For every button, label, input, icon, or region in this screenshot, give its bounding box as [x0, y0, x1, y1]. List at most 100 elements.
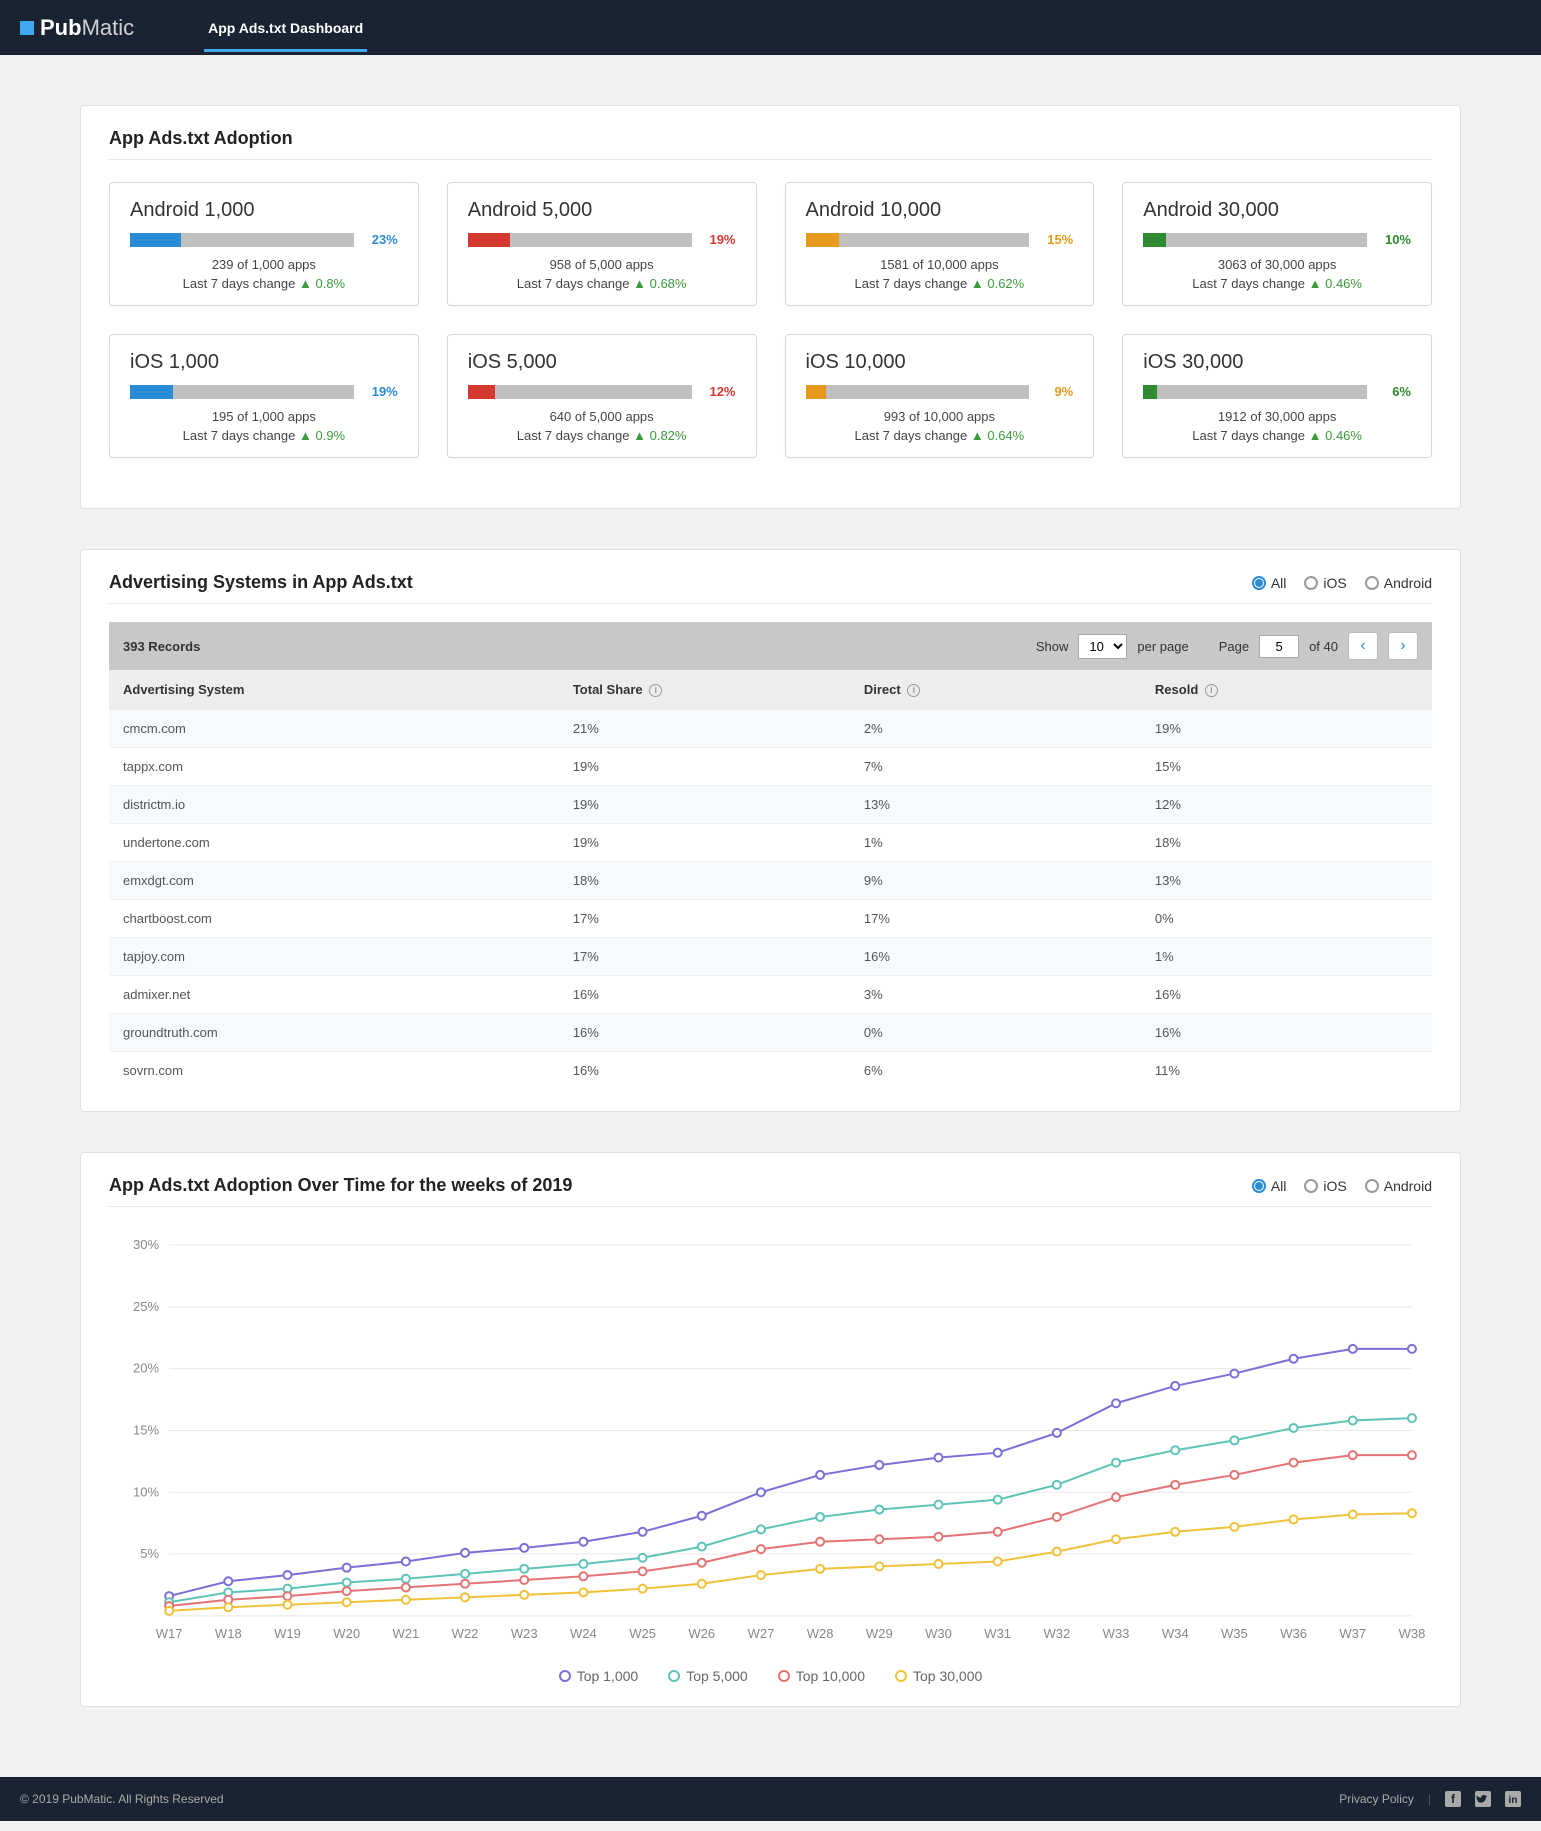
filter-ios[interactable]: iOS [1304, 1178, 1346, 1194]
svg-text:25%: 25% [133, 1299, 159, 1314]
overtime-title: App Ads.txt Adoption Over Time for the w… [109, 1175, 572, 1196]
adoption-line-chart: 5%10%15%20%25%30%W17W18W19W20W21W22W23W2… [109, 1235, 1432, 1656]
card-title: Android 10,000 [806, 199, 1074, 222]
table-cell: 19% [1141, 710, 1432, 748]
adoption-card: iOS 1,00019%195 of 1,000 appsLast 7 days… [109, 334, 419, 458]
svg-text:15%: 15% [133, 1423, 159, 1438]
svg-text:W32: W32 [1043, 1626, 1070, 1641]
legend-item[interactable]: Top 1,000 [559, 1668, 639, 1684]
legend-item[interactable]: Top 30,000 [895, 1668, 982, 1684]
overtime-filter-group: All iOS Android [1252, 1178, 1432, 1194]
progress-bar [1143, 233, 1367, 247]
table-cell: 0% [850, 1014, 1141, 1052]
per-page-select[interactable]: 10 [1078, 634, 1127, 659]
progress-bar [468, 233, 692, 247]
systems-filter-group: All iOS Android [1252, 575, 1432, 591]
table-cell: sovrn.com [109, 1052, 559, 1090]
svg-text:in: in [1509, 1795, 1518, 1806]
table-cell: 13% [1141, 862, 1432, 900]
filter-all[interactable]: All [1252, 575, 1287, 591]
table-cell: 13% [850, 786, 1141, 824]
table-cell: 6% [850, 1052, 1141, 1090]
svg-text:W38: W38 [1399, 1626, 1426, 1641]
table-header[interactable]: Resold i [1141, 670, 1432, 710]
progress-bar [130, 233, 354, 247]
systems-table: Advertising SystemTotal Share iDirect iR… [109, 670, 1432, 1089]
table-cell: 12% [1141, 786, 1432, 824]
table-cell: 19% [559, 748, 850, 786]
privacy-link[interactable]: Privacy Policy [1339, 1792, 1414, 1806]
card-title: Android 30,000 [1143, 199, 1411, 222]
svg-text:W31: W31 [984, 1626, 1011, 1641]
table-cell: admixer.net [109, 976, 559, 1014]
progress-percent: 9% [1039, 384, 1073, 399]
table-cell: 11% [1141, 1052, 1432, 1090]
filter-android[interactable]: Android [1365, 1178, 1432, 1194]
filter-android[interactable]: Android [1365, 575, 1432, 591]
progress-bar [806, 233, 1030, 247]
twitter-icon[interactable] [1475, 1791, 1491, 1807]
table-cell: 16% [559, 1014, 850, 1052]
records-count: 393 Records [123, 639, 200, 654]
card-title: iOS 1,000 [130, 351, 398, 374]
legend-label: Top 30,000 [913, 1668, 982, 1684]
radio-icon [1365, 576, 1379, 590]
table-cell: 16% [1141, 976, 1432, 1014]
filter-ios[interactable]: iOS [1304, 575, 1346, 591]
card-subtext: 239 of 1,000 apps [130, 257, 398, 272]
table-header[interactable]: Advertising System [109, 670, 559, 710]
svg-text:W19: W19 [274, 1626, 301, 1641]
svg-text:W20: W20 [333, 1626, 360, 1641]
table-header[interactable]: Total Share i [559, 670, 850, 710]
table-cell: 3% [850, 976, 1141, 1014]
svg-text:30%: 30% [133, 1237, 159, 1252]
top-nav: PubMatic App Ads.txt Dashboard [0, 0, 1541, 55]
prev-page-button[interactable]: ‹ [1348, 632, 1378, 660]
nav-dashboard[interactable]: App Ads.txt Dashboard [204, 4, 367, 52]
radio-icon [1252, 1179, 1266, 1193]
svg-text:W37: W37 [1339, 1626, 1366, 1641]
svg-text:W17: W17 [156, 1626, 183, 1641]
progress-percent: 12% [702, 384, 736, 399]
radio-icon [1252, 576, 1266, 590]
progress-percent: 15% [1039, 232, 1073, 247]
progress-percent: 6% [1377, 384, 1411, 399]
linkedin-icon[interactable]: in [1505, 1791, 1521, 1807]
table-row: admixer.net16%3%16% [109, 976, 1432, 1014]
table-row: cmcm.com21%2%19% [109, 710, 1432, 748]
progress-bar [806, 385, 1030, 399]
table-cell: 17% [850, 900, 1141, 938]
filter-all[interactable]: All [1252, 1178, 1287, 1194]
table-cell: tapjoy.com [109, 938, 559, 976]
card-title: iOS 30,000 [1143, 351, 1411, 374]
radio-icon [1304, 1179, 1318, 1193]
card-title: Android 1,000 [130, 199, 398, 222]
facebook-icon[interactable]: f [1445, 1791, 1461, 1807]
legend-item[interactable]: Top 5,000 [668, 1668, 748, 1684]
adoption-card: Android 10,00015%1581 of 10,000 appsLast… [785, 182, 1095, 306]
table-cell: tappx.com [109, 748, 559, 786]
svg-text:W36: W36 [1280, 1626, 1307, 1641]
page-input[interactable] [1259, 635, 1299, 658]
legend-item[interactable]: Top 10,000 [778, 1668, 865, 1684]
brand-matic: Matic [82, 15, 135, 41]
info-icon: i [1205, 684, 1218, 697]
svg-text:W25: W25 [629, 1626, 656, 1641]
card-change: Last 7 days change ▲ 0.8% [130, 276, 398, 291]
of-pages-label: of 40 [1309, 639, 1338, 654]
brand-logo[interactable]: PubMatic [20, 15, 134, 41]
table-row: sovrn.com16%6%11% [109, 1052, 1432, 1090]
table-header[interactable]: Direct i [850, 670, 1141, 710]
svg-text:W35: W35 [1221, 1626, 1248, 1641]
table-cell: districtm.io [109, 786, 559, 824]
svg-text:5%: 5% [140, 1546, 159, 1561]
table-row: tapjoy.com17%16%1% [109, 938, 1432, 976]
svg-text:10%: 10% [133, 1484, 159, 1499]
next-page-button[interactable]: › [1388, 632, 1418, 660]
progress-percent: 19% [364, 384, 398, 399]
table-cell: 9% [850, 862, 1141, 900]
table-cell: 1% [1141, 938, 1432, 976]
table-cell: 2% [850, 710, 1141, 748]
table-row: chartboost.com17%17%0% [109, 900, 1432, 938]
card-subtext: 1581 of 10,000 apps [806, 257, 1074, 272]
